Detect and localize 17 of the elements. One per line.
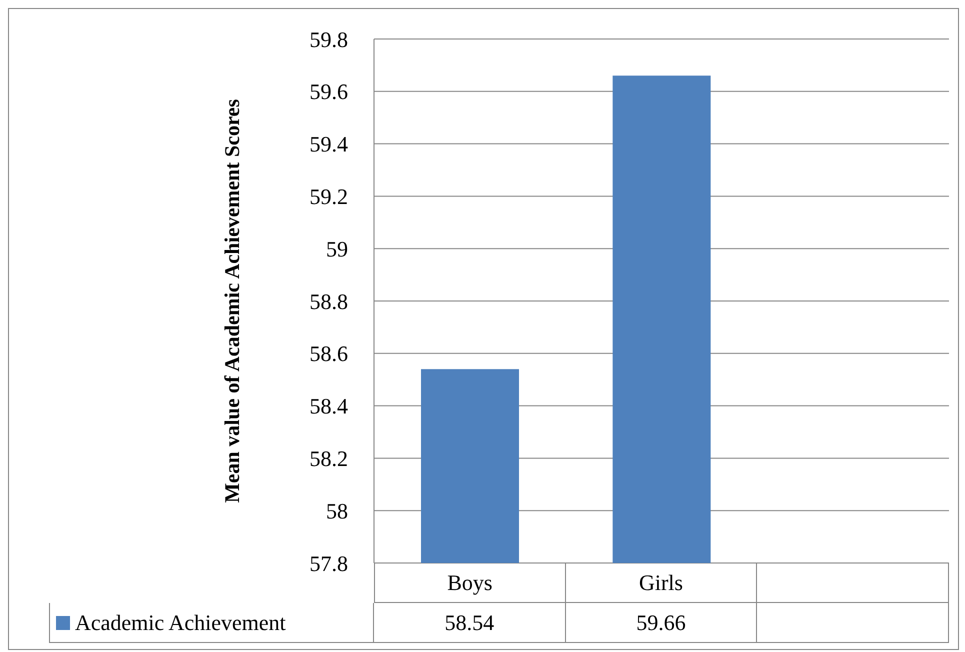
- x-tick-label: Girls: [566, 563, 758, 603]
- legend-label: Academic Achievement: [75, 610, 286, 636]
- y-tick-label: 59: [326, 236, 348, 262]
- y-tick-label: 59.8: [310, 26, 348, 52]
- y-tick-label: 58: [326, 498, 348, 524]
- y-tick-label: 58.4: [310, 394, 348, 419]
- y-tick-label: 59.6: [310, 79, 348, 104]
- data-label: 59.66: [566, 603, 758, 643]
- x-tick-label: Boys: [374, 563, 566, 603]
- data-label: 58.54: [374, 603, 566, 643]
- y-tick-label: 59.4: [310, 132, 348, 157]
- y-tick-label: 57.8: [310, 550, 348, 576]
- y-tick-label: 58.2: [310, 446, 348, 472]
- y-tick-label: 59.2: [310, 184, 348, 210]
- y-tick-label: 58.6: [310, 341, 348, 366]
- y-tick-label: 58.8: [310, 288, 348, 314]
- y-axis-title: Mean value of Academic Achievement Scores: [219, 98, 245, 505]
